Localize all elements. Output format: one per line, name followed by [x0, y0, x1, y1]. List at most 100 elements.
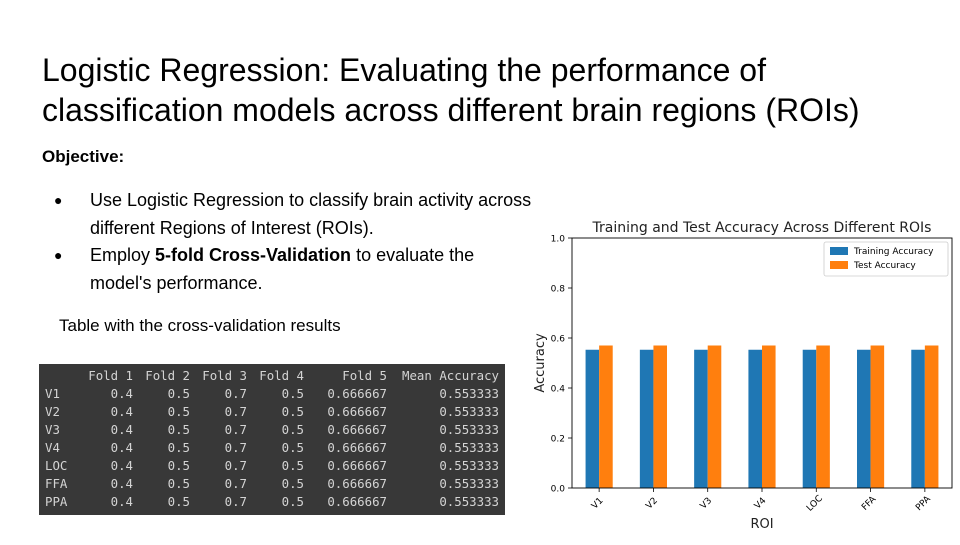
table-cell: 0.7 [224, 385, 247, 401]
table-body: V1 0.4 0.5 0.7 0.5 0.666667 0.553333 V2 0.4 0.5 0.… [45, 384, 499, 510]
table-row-label: V3 [45, 421, 60, 437]
table-row: V3 0.4 0.5 0.7 0.5 0.666667 0.553333 [45, 420, 499, 438]
bullet-text-bold: 5-fold Cross-Validation [155, 245, 352, 265]
legend-swatch [830, 261, 848, 269]
table-header-cell: Fold 3 [202, 367, 247, 383]
table-header-cell [45, 366, 75, 384]
table-cell: 0.666667 [327, 457, 387, 473]
table-cell: 0.666667 [327, 439, 387, 455]
table-cell: 0.5 [167, 439, 190, 455]
table-cell: 0.7 [224, 439, 247, 455]
bullet-item: ● Employ 5-fold Cross-Validation to eval… [42, 242, 532, 297]
table-cell: 0.553333 [439, 421, 499, 437]
table-cell: 0.5 [281, 421, 304, 437]
y-tick-label: 1.0 [551, 235, 566, 245]
table-row-label: LOC [45, 457, 68, 473]
table-row-label: V1 [45, 385, 60, 401]
table-cell: 0.7 [224, 421, 247, 437]
bullet-text: Use Logistic Regression to classify brai… [90, 190, 532, 238]
table-cell: 0.4 [110, 403, 133, 419]
table-cell: 0.4 [110, 457, 133, 473]
table-cell: 0.666667 [327, 421, 387, 437]
test-accuracy-bar [762, 345, 776, 488]
training-accuracy-bar [857, 349, 871, 488]
results-table: Fold 1 Fold 2 Fold 3 Fold 4 Fold 5 Mean … [45, 366, 499, 510]
table-cell: 0.5 [281, 475, 304, 491]
y-axis-label: Accuracy [533, 333, 548, 393]
test-accuracy-bar [870, 345, 885, 488]
table-cell: 0.553333 [439, 403, 499, 419]
x-tick-label: PPA [914, 494, 933, 513]
legend-swatch [830, 247, 848, 255]
table-cell: 0.4 [110, 421, 133, 437]
table-cell: 0.7 [224, 475, 247, 491]
legend-box [823, 241, 949, 277]
table-cell: 0.5 [281, 385, 304, 401]
bullet-text-post: to evaluate the model's performance. [90, 245, 475, 293]
table-cell: 0.5 [167, 493, 190, 509]
x-tick-label: V1 [590, 496, 605, 511]
y-tick-label: 0.6 [551, 335, 566, 345]
chart-svg: Training and Test Accuracy Across Differ… [533, 220, 953, 532]
table-cell: 0.4 [110, 439, 133, 455]
table-cell: 0.5 [167, 475, 190, 491]
bullet-item: ● Use Logistic Regression to classify br… [42, 187, 532, 242]
table-cell: 0.5 [281, 439, 304, 455]
table-header-cell: Mean Accuracy [402, 367, 499, 383]
objective-label: Objective: [42, 147, 125, 166]
test-accuracy-bar [653, 345, 667, 488]
legend-label: Test Accuracy [853, 261, 916, 271]
x-axis-label: ROI [750, 517, 773, 532]
y-tick-label: 0.2 [551, 435, 565, 445]
table-header-cell: Fold 4 [259, 367, 304, 383]
chart-title: Training and Test Accuracy Across Differ… [592, 220, 932, 236]
table-header-row: Fold 1 Fold 2 Fold 3 Fold 4 Fold 5 Mean … [45, 366, 499, 384]
table-row-label: FFA [45, 475, 68, 491]
bullet-icon: ● [54, 247, 63, 263]
table-cell: 0.7 [224, 403, 247, 419]
training-accuracy-bar [802, 349, 817, 488]
objective-bullets: ● Use Logistic Regression to classify br… [42, 187, 532, 297]
training-accuracy-bar [694, 349, 708, 488]
table-cell: 0.7 [224, 457, 247, 473]
table-cell: 0.4 [110, 493, 133, 509]
table-cell: 0.5 [281, 403, 304, 419]
x-tick-label: V2 [644, 496, 659, 511]
table-cell: 0.7 [224, 493, 247, 509]
table-header-cell: Fold 1 [88, 367, 133, 383]
test-accuracy-bar [816, 345, 830, 488]
x-tick-label: V3 [699, 496, 714, 511]
table-header-cell: Fold 5 [342, 367, 387, 383]
table-row-label: V2 [45, 403, 60, 419]
table-cell: 0.666667 [327, 493, 387, 509]
table-cell: 0.666667 [327, 385, 387, 401]
table-row: V2 0.4 0.5 0.7 0.5 0.666667 0.553333 [45, 402, 499, 420]
bullet-icon: ● [54, 192, 63, 208]
table-row-label: V4 [45, 439, 60, 455]
table-row: V1 0.4 0.5 0.7 0.5 0.666667 0.553333 [45, 384, 499, 402]
table-cell: 0.553333 [439, 475, 499, 491]
table-cell: 0.666667 [327, 403, 387, 419]
table-cell: 0.5 [281, 493, 304, 509]
table-row: LOC 0.4 0.5 0.7 0.5 0.666667 0.553333 [45, 456, 499, 474]
table-row-label: PPA [45, 493, 68, 509]
results-table-image: Fold 1 Fold 2 Fold 3 Fold 4 Fold 5 Mean … [39, 364, 505, 515]
accuracy-bar-chart: Training and Test Accuracy Across Differ… [520, 210, 960, 540]
table-cell: 0.5 [167, 421, 190, 437]
training-accuracy-bar [911, 349, 925, 488]
x-tick-label: LOC [805, 494, 825, 514]
table-row: PPA 0.4 0.5 0.7 0.5 0.666667 0.553333 [45, 492, 499, 510]
bullet-text-pre: Employ [90, 245, 156, 265]
y-tick-label: 0.8 [551, 285, 566, 295]
test-accuracy-bar [599, 345, 613, 488]
plot-frame [571, 237, 953, 489]
table-caption: Table with the cross-validation results [59, 316, 341, 335]
table-cell: 0.666667 [327, 475, 387, 491]
table-cell: 0.4 [110, 385, 133, 401]
test-accuracy-bar [924, 345, 939, 488]
table-cell: 0.553333 [439, 457, 499, 473]
table-row: FFA 0.4 0.5 0.7 0.5 0.666667 0.553333 [45, 474, 499, 492]
table-row: V4 0.4 0.5 0.7 0.5 0.666667 0.553333 [45, 438, 499, 456]
training-accuracy-bar [639, 349, 654, 488]
x-tick-label: V4 [753, 496, 769, 512]
